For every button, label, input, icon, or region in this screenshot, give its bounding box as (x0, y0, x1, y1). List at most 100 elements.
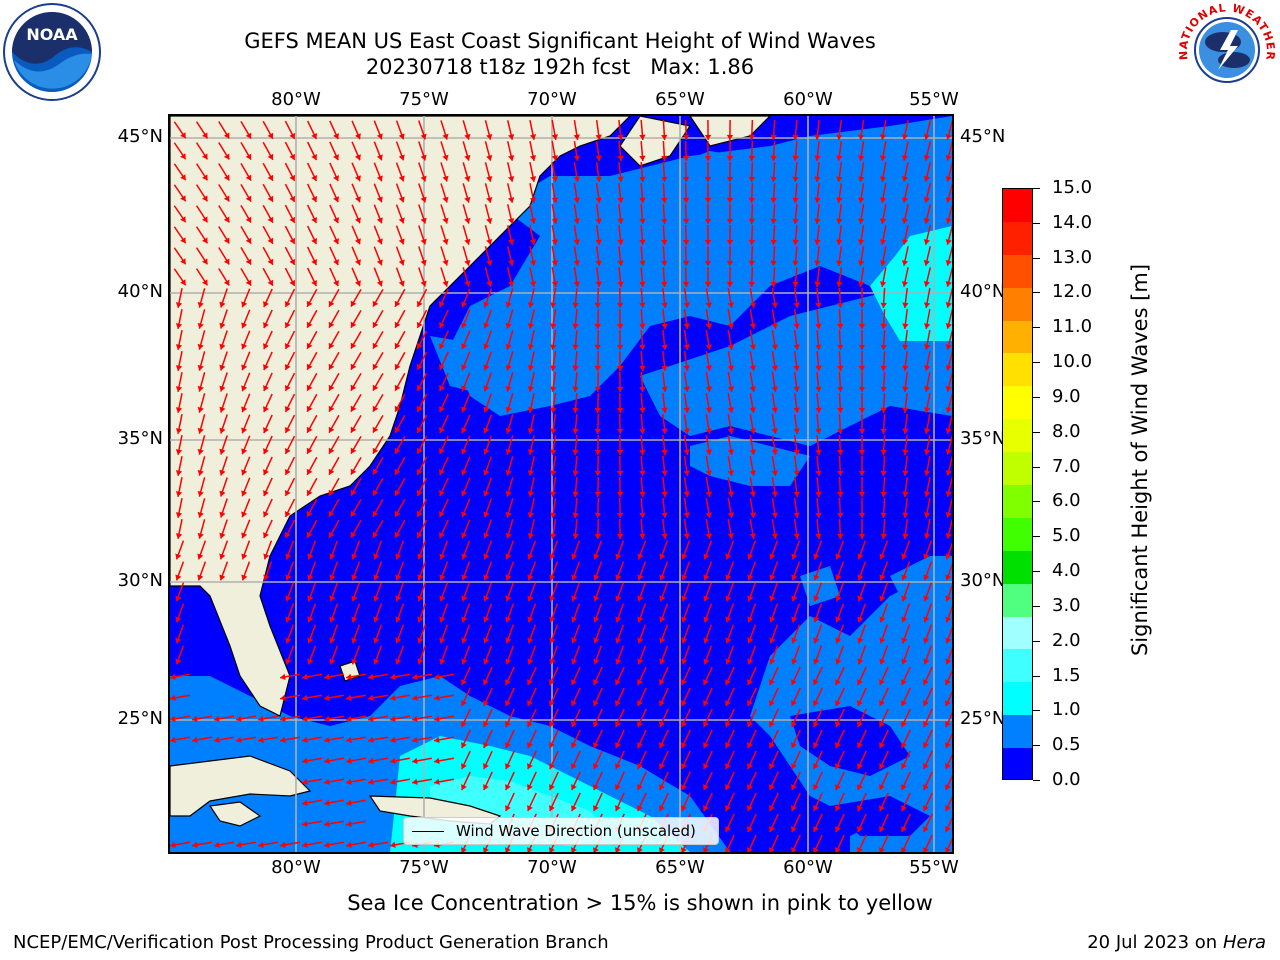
wind-wave-arrowhead (880, 512, 887, 518)
wind-wave-arrowhead (550, 323, 557, 329)
wind-wave-arrowhead (527, 616, 534, 623)
wind-wave-arrowhead (923, 742, 929, 749)
wind-wave-arrowhead (945, 826, 951, 833)
colorbar-segment (1003, 452, 1032, 486)
wind-wave-arrowhead (923, 218, 930, 224)
wind-wave-arrowhead (483, 574, 490, 581)
wind-wave-arrowhead (324, 694, 330, 702)
wind-wave-arrowhead (858, 323, 866, 329)
wind-wave-arrowhead (637, 658, 644, 665)
wind-wave-arrowhead (368, 715, 374, 723)
wind-wave-arrowhead (659, 847, 665, 852)
wind-wave-arrowhead (306, 426, 313, 433)
wind-wave-arrowhead (442, 133, 449, 140)
colorbar-tick-mark (1033, 710, 1040, 712)
wind-wave-arrowhead (311, 175, 318, 181)
wind-wave-arrowhead (241, 406, 248, 413)
wind-wave-arrowhead (175, 616, 182, 623)
wind-wave-arrowhead (594, 470, 602, 476)
wind-wave-arrowhead (368, 673, 374, 681)
wind-wave-arrowhead (550, 365, 557, 371)
colorbar-tick-mark (1033, 396, 1040, 398)
colorbar-segment (1003, 189, 1032, 223)
wind-wave-arrowhead (659, 805, 665, 812)
wind-wave-arrowhead (901, 721, 907, 728)
wind-wave-arrowhead (346, 757, 352, 765)
wind-wave-arrowhead (835, 658, 842, 665)
wind-wave-arrowhead (793, 491, 800, 497)
wind-wave-arrowhead (442, 238, 449, 245)
wind-wave-arrowhead (791, 553, 798, 560)
wind-wave-arrowhead (615, 658, 622, 665)
wind-wave-arrowhead (398, 280, 405, 287)
wind-wave-arrowhead (461, 847, 467, 852)
wind-wave-arrowhead (681, 574, 688, 581)
wind-wave-arrowhead (175, 574, 182, 581)
lat-label-left: 40°N (117, 281, 163, 302)
wind-wave-arrowhead (571, 700, 577, 707)
wind-wave-arrowhead (923, 134, 930, 140)
wind-wave-arrowhead (289, 216, 296, 223)
wind-wave-arrowhead (461, 532, 468, 539)
wind-wave-arrowhead (727, 344, 735, 350)
wind-wave-arrowhead (285, 616, 292, 623)
wind-wave-arrowhead (306, 510, 313, 517)
wind-wave-arrowhead (683, 323, 690, 329)
wind-wave-arrowhead (573, 260, 580, 266)
wind-wave-arrowhead (505, 721, 511, 728)
wind-wave-arrowhead (637, 700, 643, 707)
wind-wave-arrowhead (329, 574, 336, 581)
wind-wave-arrowhead (394, 447, 401, 454)
wind-wave-arrowhead (549, 763, 555, 770)
wind-wave-arrowhead (704, 197, 712, 203)
wind-wave-arrowhead (461, 322, 468, 329)
wind-wave-arrowhead (289, 237, 296, 244)
wind-wave-arrowhead (573, 281, 580, 287)
wind-wave-arrowhead (857, 679, 863, 686)
wind-wave-arrowhead (461, 448, 468, 455)
wind-wave-arrowhead (376, 133, 383, 140)
wind-wave-arrowhead (945, 553, 952, 560)
wind-wave-arrowhead (793, 365, 800, 371)
wind-wave-arrowhead (549, 742, 555, 749)
wind-wave-arrowhead (197, 448, 204, 455)
wind-wave-arrowhead (725, 847, 731, 852)
wind-wave-arrowhead (438, 322, 445, 329)
wind-wave-arrowhead (329, 595, 336, 602)
wind-wave-arrowhead (793, 323, 800, 329)
wind-wave-arrowhead (813, 658, 820, 665)
colorbar-tick-label: 12.0 (1052, 281, 1093, 303)
wind-wave-arrowhead (923, 281, 930, 287)
lat-label-right: 25°N (960, 708, 1006, 729)
wind-wave-arrowhead (197, 343, 204, 350)
wind-wave-arrowhead (372, 510, 379, 517)
wind-wave-arrowhead (747, 763, 753, 770)
wind-wave-arrowhead (197, 385, 204, 392)
wind-wave-arrowhead (280, 694, 286, 702)
wind-wave-arrowhead (245, 237, 252, 244)
wind-wave-arrowhead (637, 721, 643, 728)
wind-wave-arrowhead (945, 301, 952, 308)
wind-wave-arrowhead (902, 407, 909, 413)
colorbar-segment (1003, 254, 1032, 289)
wind-wave-arrowhead (923, 365, 931, 371)
wind-wave-arrowhead (747, 679, 753, 686)
wind-wave-arrowhead (170, 841, 176, 849)
lat-label-left: 25°N (117, 708, 163, 729)
wind-wave-arrowhead (683, 512, 690, 518)
wind-wave-arrowhead (572, 512, 579, 518)
wind-wave-arrowhead (681, 658, 688, 665)
wind-wave-arrowhead (639, 239, 646, 245)
wind-wave-arrowhead (748, 281, 756, 287)
wind-wave-arrowhead (376, 259, 383, 266)
wind-wave-arrowhead (703, 637, 710, 644)
wind-wave-arrowhead (637, 742, 643, 749)
wind-wave-arrowhead (346, 778, 352, 786)
wind-wave-arrowhead (683, 302, 690, 308)
wind-wave-arrowhead (346, 694, 352, 702)
wind-wave-arrowhead (681, 721, 687, 728)
wind-wave-arrowhead (945, 679, 951, 686)
wind-wave-arrowhead (659, 742, 665, 749)
plot-title-line2: 20230718 t18z 192h fcst Max: 1.86 (365, 55, 755, 79)
wind-wave-arrowhead (197, 574, 204, 581)
